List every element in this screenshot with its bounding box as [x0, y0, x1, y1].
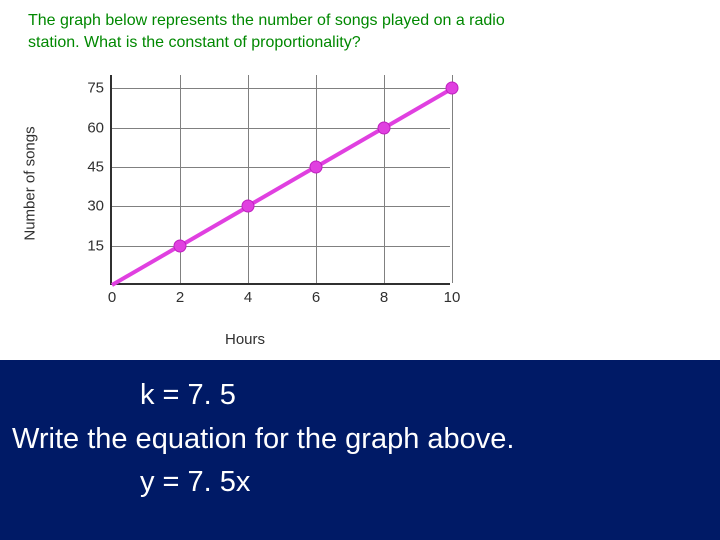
x-tick-label: 2: [176, 289, 184, 306]
chart-line-segment: [383, 86, 453, 129]
gridline-v: [452, 75, 453, 283]
gridline-h: [112, 128, 450, 129]
question-line2: station. What is the constant of proport…: [28, 34, 361, 51]
chart-line-segment: [247, 165, 317, 208]
y-tick-label: 45: [87, 158, 104, 175]
y-tick-label: 30: [87, 198, 104, 215]
y-axis-label: Number of songs: [22, 124, 39, 244]
y-tick-label: 60: [87, 119, 104, 136]
x-tick-label: 6: [312, 289, 320, 306]
gridline-h: [112, 246, 450, 247]
question-text: The graph below represents the number of…: [0, 0, 720, 60]
x-tick-label: 4: [244, 289, 252, 306]
chart-data-point: [310, 160, 323, 173]
chart-line-segment: [179, 205, 249, 248]
question-panel: The graph below represents the number of…: [0, 0, 720, 360]
answer-k: k = 7. 5: [10, 374, 710, 418]
gridline-h: [112, 167, 450, 168]
chart: Number of songs Hours 15304560750246810: [40, 70, 490, 340]
question-line1: The graph below represents the number of…: [28, 12, 505, 29]
chart-data-point: [174, 239, 187, 252]
answer-prompt: Write the equation for the graph above.: [10, 418, 710, 462]
gridline-v: [384, 75, 385, 283]
chart-line-segment: [111, 244, 181, 287]
gridline-h: [112, 206, 450, 207]
x-axis-label: Hours: [225, 331, 265, 348]
chart-data-point: [446, 82, 459, 95]
gridline-v: [248, 75, 249, 283]
x-tick-label: 10: [444, 289, 461, 306]
chart-data-point: [378, 121, 391, 134]
x-tick-label: 0: [108, 289, 116, 306]
answer-equation: y = 7. 5x: [10, 461, 710, 505]
chart-line-segment: [315, 126, 385, 169]
y-tick-label: 75: [87, 80, 104, 97]
gridline-v: [316, 75, 317, 283]
chart-data-point: [242, 200, 255, 213]
answer-panel: k = 7. 5 Write the equation for the grap…: [0, 360, 720, 540]
gridline-h: [112, 88, 450, 89]
plot-area: 15304560750246810: [110, 75, 450, 285]
y-tick-label: 15: [87, 237, 104, 254]
x-tick-label: 8: [380, 289, 388, 306]
